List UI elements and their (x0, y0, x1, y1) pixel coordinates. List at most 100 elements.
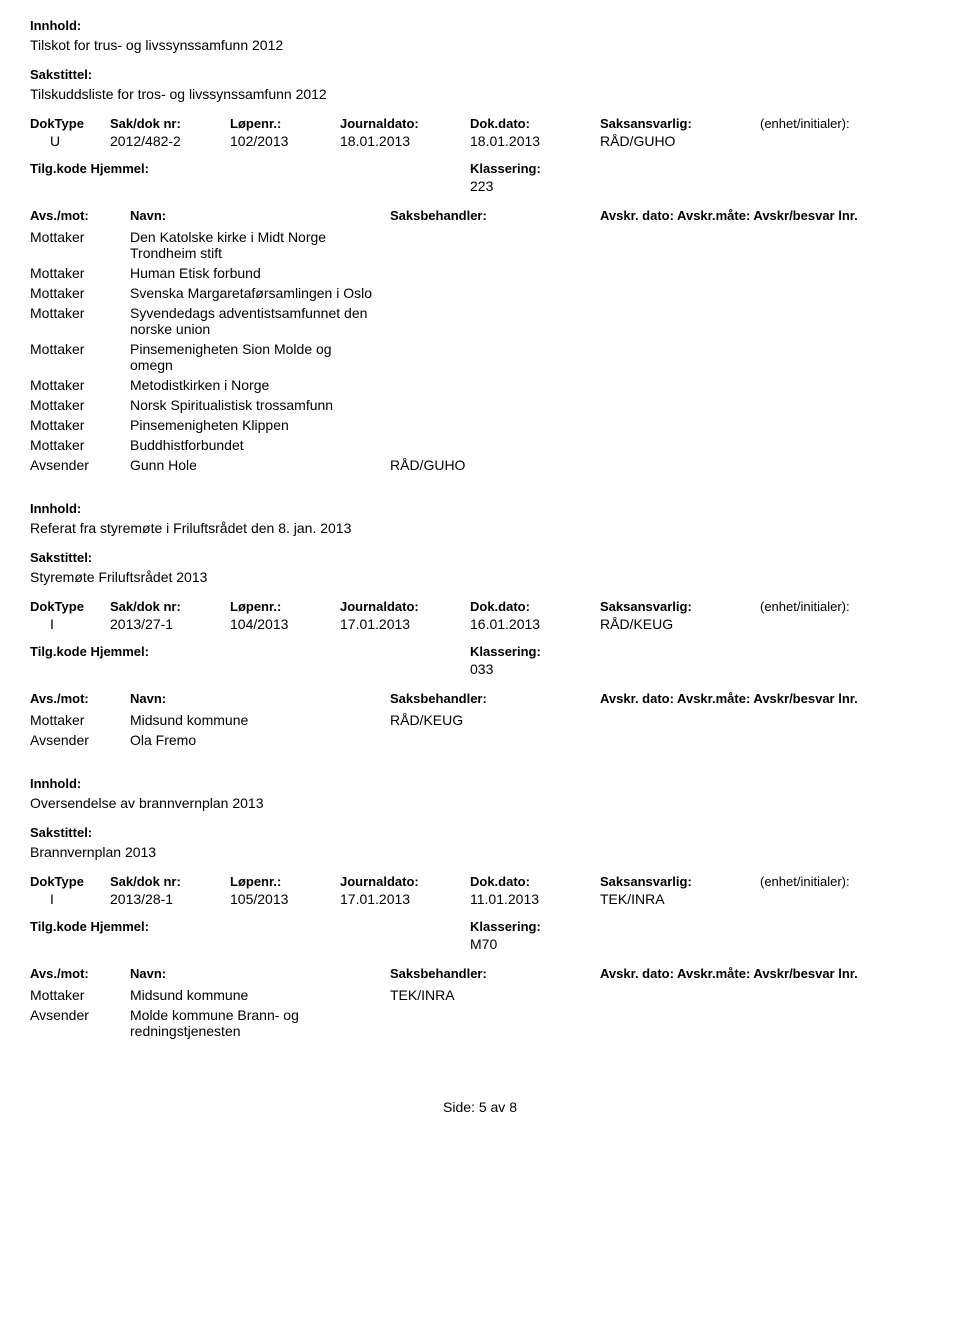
tilgkode-label: Tilg.kode (30, 161, 87, 176)
party-row: Mottaker Buddhistforbundet (30, 437, 930, 453)
party-saksbehandler: RÅD/KEUG (390, 712, 600, 728)
party-saksbehandler: TEK/INRA (390, 987, 600, 1003)
journal-record: Innhold: Tilskot for trus- og livssynssa… (30, 18, 930, 473)
klassering-value-row: 223 (30, 178, 930, 194)
navn-label: Navn: (130, 208, 390, 223)
avskr-label: Avskr. dato: Avskr.måte: Avskr/besvar ln… (600, 208, 930, 223)
saksansvarlig-value: RÅD/KEUG (600, 616, 760, 632)
sakstittel-label: Sakstittel: (30, 550, 930, 565)
party-row: Mottaker Pinsemenigheten Sion Molde og o… (30, 341, 930, 373)
party-navn: Svenska Margaretaførsamlingen i Oslo (130, 285, 390, 301)
avskr-label: Avskr. dato: Avskr.måte: Avskr/besvar ln… (600, 691, 930, 706)
party-navn: Gunn Hole (130, 457, 390, 473)
avsmot-header: Avs./mot: Navn: Saksbehandler: Avskr. da… (30, 691, 930, 706)
journaldato-value: 18.01.2013 (340, 133, 470, 149)
lopenr-label: Løpenr.: (230, 874, 340, 889)
party-row: Avsender Ola Fremo (30, 732, 930, 748)
doktype-value: I (30, 891, 110, 907)
hjemmel-label: Hjemmel: (90, 161, 149, 176)
party-role: Mottaker (30, 229, 130, 245)
klassering-label: Klassering: (470, 161, 541, 176)
innhold-label: Innhold: (30, 776, 930, 791)
journaldato-label: Journaldato: (340, 874, 470, 889)
doktype-label: DokType (30, 116, 110, 131)
party-navn: Molde kommune Brann- og redningstjeneste… (130, 1007, 390, 1039)
klassering-value: M70 (470, 936, 497, 952)
sakstittel-label: Sakstittel: (30, 67, 930, 82)
journaldato-label: Journaldato: (340, 599, 470, 614)
party-role: Mottaker (30, 437, 130, 453)
lopenr-value: 104/2013 (230, 616, 340, 632)
lopenr-value: 105/2013 (230, 891, 340, 907)
enhet-label: (enhet/initialer): (760, 599, 930, 614)
saksansvarlig-label: Saksansvarlig: (600, 874, 760, 889)
footer-av-label: av (491, 1099, 506, 1115)
journaldato-value: 17.01.2013 (340, 891, 470, 907)
journaldato-label: Journaldato: (340, 116, 470, 131)
party-row: Avsender Molde kommune Brann- og redning… (30, 1007, 930, 1039)
dokdato-label: Dok.dato: (470, 599, 600, 614)
journaldato-value: 17.01.2013 (340, 616, 470, 632)
sakdok-label: Sak/dok nr: (110, 874, 230, 889)
party-row: Mottaker Svenska Margaretaførsamlingen i… (30, 285, 930, 301)
lopenr-label: Løpenr.: (230, 599, 340, 614)
party-role: Avsender (30, 732, 130, 748)
dokdato-value: 11.01.2013 (470, 891, 600, 907)
header-row: DokType Sak/dok nr: Løpenr.: Journaldato… (30, 599, 930, 614)
party-role: Mottaker (30, 265, 130, 281)
klassering-value: 033 (470, 661, 493, 677)
footer-total: 8 (509, 1099, 517, 1115)
party-row: Mottaker Human Etisk forbund (30, 265, 930, 281)
party-row: Mottaker Midsund kommune RÅD/KEUG (30, 712, 930, 728)
enhet-label: (enhet/initialer): (760, 116, 930, 131)
party-navn: Buddhistforbundet (130, 437, 390, 453)
party-row: Mottaker Syvendedags adventistsamfunnet … (30, 305, 930, 337)
header-row: DokType Sak/dok nr: Løpenr.: Journaldato… (30, 874, 930, 889)
sakstittel-value: Brannvernplan 2013 (30, 844, 930, 860)
klassering-label: Klassering: (470, 919, 541, 934)
party-navn: Metodistkirken i Norge (130, 377, 390, 393)
innhold-label: Innhold: (30, 18, 930, 33)
doktype-label: DokType (30, 874, 110, 889)
header-row: DokType Sak/dok nr: Løpenr.: Journaldato… (30, 116, 930, 131)
sakdok-value: 2012/482-2 (110, 133, 230, 149)
lopenr-value: 102/2013 (230, 133, 340, 149)
party-navn: Ola Fremo (130, 732, 390, 748)
dokdato-value: 18.01.2013 (470, 133, 600, 149)
footer-page: 5 (479, 1099, 487, 1115)
navn-label: Navn: (130, 966, 390, 981)
innhold-value: Oversendelse av brannvernplan 2013 (30, 795, 930, 811)
party-row: Mottaker Norsk Spiritualistisk trossamfu… (30, 397, 930, 413)
avsmot-label: Avs./mot: (30, 691, 130, 706)
tilgkode-label: Tilg.kode (30, 919, 87, 934)
doktype-value: I (30, 616, 110, 632)
party-row: Mottaker Den Katolske kirke i Midt Norge… (30, 229, 930, 261)
party-role: Mottaker (30, 305, 130, 321)
innhold-value: Tilskot for trus- og livssynssamfunn 201… (30, 37, 930, 53)
party-row: Mottaker Midsund kommune TEK/INRA (30, 987, 930, 1003)
klassering-label: Klassering: (470, 644, 541, 659)
dokdato-label: Dok.dato: (470, 874, 600, 889)
dokdato-label: Dok.dato: (470, 116, 600, 131)
value-row: U 2012/482-2 102/2013 18.01.2013 18.01.2… (30, 133, 930, 149)
tilgkode-row: Tilg.kode Hjemmel: Klassering: (30, 161, 930, 176)
hjemmel-label: Hjemmel: (90, 919, 149, 934)
lopenr-label: Løpenr.: (230, 116, 340, 131)
sakstittel-value: Tilskuddsliste for tros- og livssynssamf… (30, 86, 930, 102)
party-navn: Norsk Spiritualistisk trossamfunn (130, 397, 390, 413)
sakdok-value: 2013/27-1 (110, 616, 230, 632)
innhold-label: Innhold: (30, 501, 930, 516)
party-row: Avsender Gunn Hole RÅD/GUHO (30, 457, 930, 473)
party-role: Mottaker (30, 397, 130, 413)
party-navn: Midsund kommune (130, 987, 390, 1003)
party-navn: Syvendedags adventistsamfunnet den norsk… (130, 305, 390, 337)
avsmot-header: Avs./mot: Navn: Saksbehandler: Avskr. da… (30, 966, 930, 981)
sakstittel-value: Styremøte Friluftsrådet 2013 (30, 569, 930, 585)
party-saksbehandler: RÅD/GUHO (390, 457, 600, 473)
tilgkode-row: Tilg.kode Hjemmel: Klassering: (30, 644, 930, 659)
avsmot-header: Avs./mot: Navn: Saksbehandler: Avskr. da… (30, 208, 930, 223)
sakdok-value: 2013/28-1 (110, 891, 230, 907)
sakstittel-label: Sakstittel: (30, 825, 930, 840)
footer-side-label: Side: (443, 1099, 475, 1115)
hjemmel-label: Hjemmel: (90, 644, 149, 659)
